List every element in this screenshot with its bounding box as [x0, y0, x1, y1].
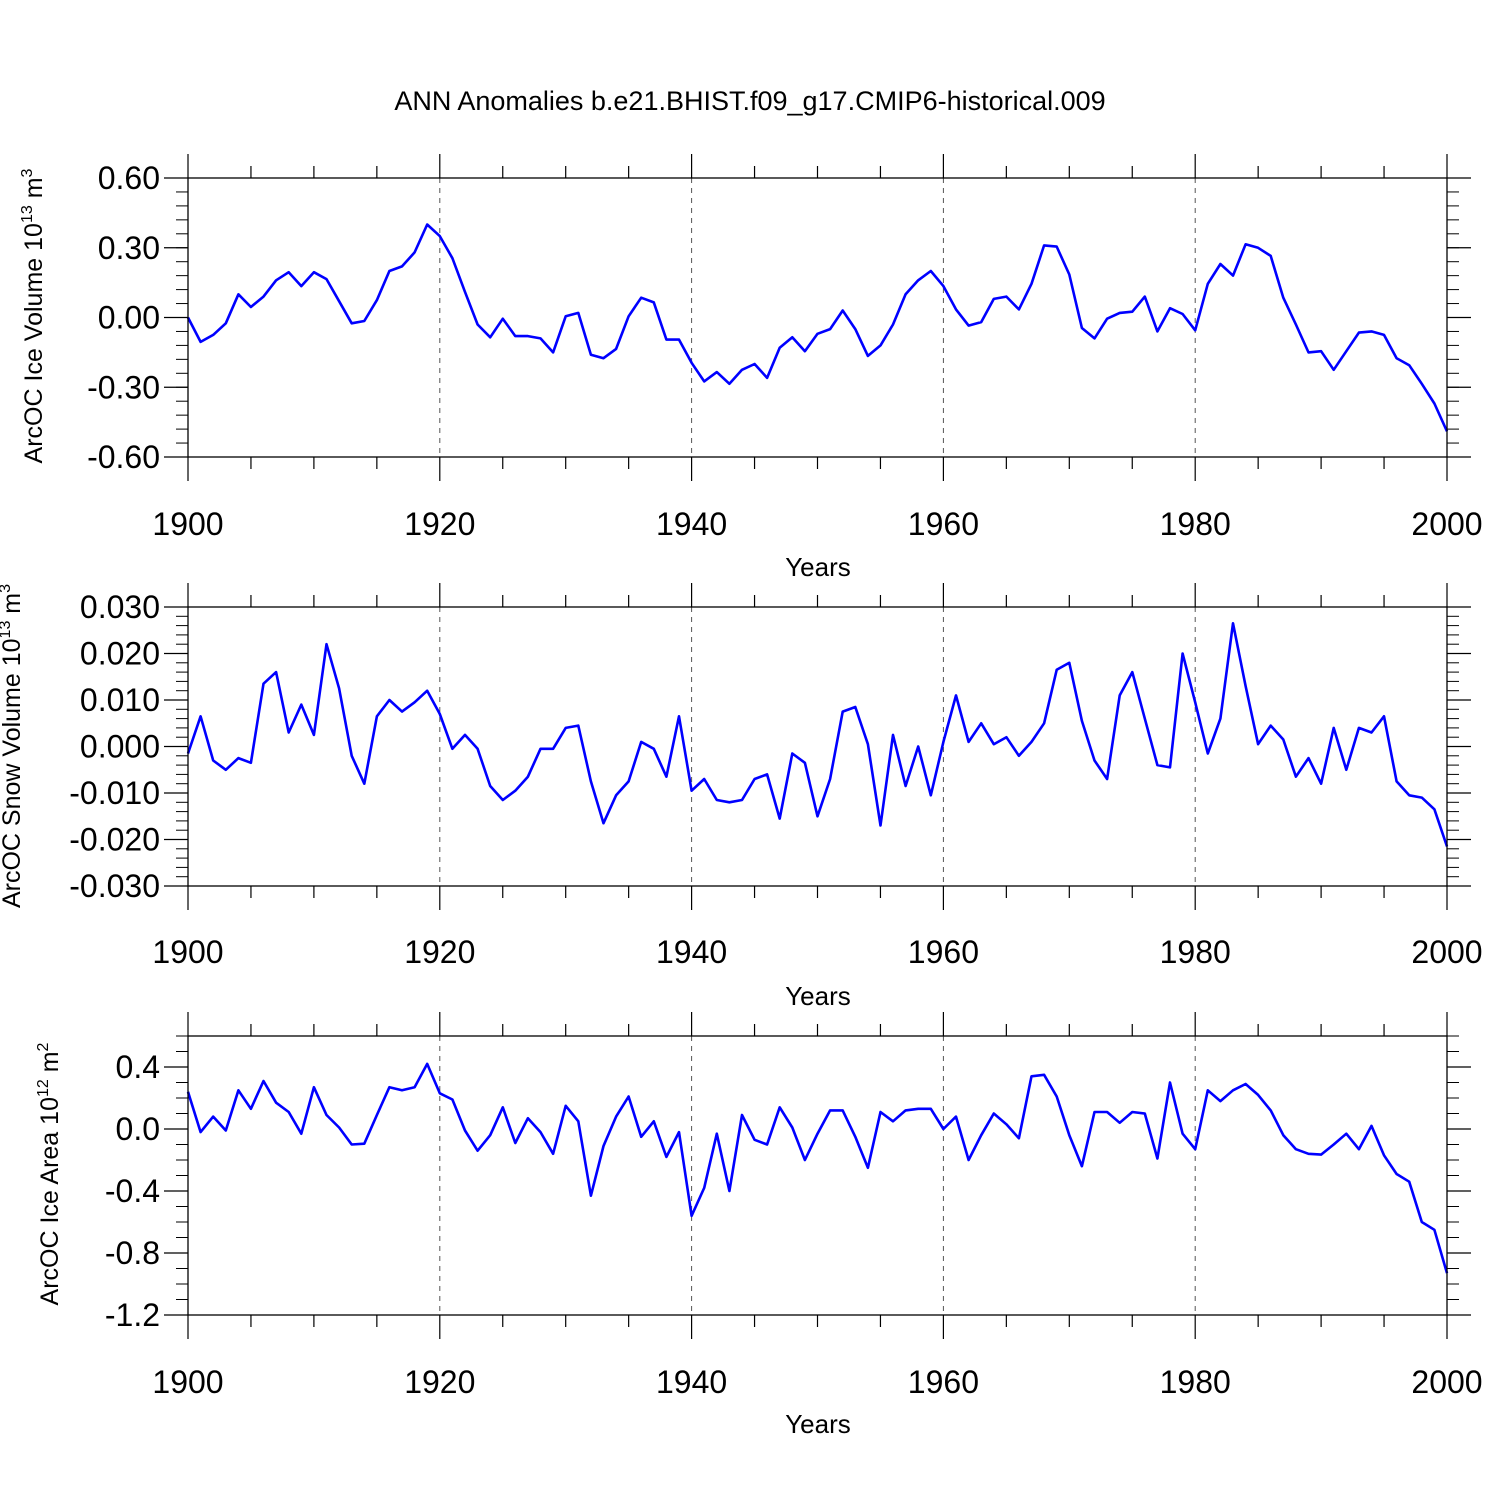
ice-volume-y-tick-label: 0.00 — [98, 300, 160, 336]
ice-area-y-tick-label: -1.2 — [105, 1297, 160, 1333]
snow-volume-grid — [439, 607, 1196, 886]
ice-volume-y-tick-label: -0.30 — [87, 369, 160, 405]
ice-area-x-axis-title: Years — [785, 1409, 851, 1439]
snow-volume-x-tick-label: 1920 — [404, 934, 475, 970]
snow-volume-y-axis-title: ArcOC Snow Volume 1013 m3 — [0, 584, 26, 908]
ice-volume-plot-frame — [187, 177, 1448, 458]
ice-volume-x-tick-label: 1960 — [908, 506, 979, 542]
snow-volume-x-tick-label: 1960 — [908, 934, 979, 970]
snow-volume-y-tick-label: -0.010 — [69, 775, 160, 811]
snow-volume-ticks — [164, 583, 1471, 910]
figure-title: ANN Anomalies b.e21.BHIST.f09_g17.CMIP6-… — [394, 86, 1105, 116]
ice-area-x-tick-label: 1980 — [1160, 1364, 1231, 1400]
snow-volume-x-tick-label: 2000 — [1411, 934, 1482, 970]
ice-volume-x-tick-label: 2000 — [1411, 506, 1482, 542]
ice-area-x-tick-label: 1920 — [404, 1364, 475, 1400]
snow-volume-plot-frame — [187, 606, 1448, 887]
ice-area-panel: 1900 1920 1940 1960 1980 2000 -1.2 -0.8 -0.4 0.0 0… — [35, 1012, 1483, 1439]
ice-volume-panel: 1900 1920 1940 1960 1980 2000 -0.60 -0.30 0.00 0.… — [19, 154, 1483, 582]
ice-area-y-tick-label: -0.4 — [105, 1173, 160, 1209]
ice-area-x-tick-label: 1940 — [656, 1364, 727, 1400]
snow-volume-tick-labels: 1900 1920 1940 1960 1980 2000 -0.030 -0.020 -0.0… — [69, 589, 1482, 970]
ice-area-y-tick-label: 0.4 — [116, 1049, 160, 1085]
ice-area-y-axis-title: ArcOC Ice Area 1012 m2 — [35, 1042, 64, 1305]
ice-area-x-tick-label: 1900 — [152, 1364, 223, 1400]
ice-volume-ticks — [164, 154, 1471, 481]
snow-volume-x-tick-label: 1900 — [152, 934, 223, 970]
ice-volume-x-tick-label: 1900 — [152, 506, 223, 542]
snow-volume-y-tick-label: 0.020 — [80, 636, 160, 672]
ice-area-plot-frame — [187, 1035, 1448, 1316]
ice-volume-series-line — [186, 223, 1449, 432]
ice-volume-x-axis-title: Years — [785, 552, 851, 582]
ice-area-x-tick-label: 2000 — [1411, 1364, 1482, 1400]
snow-volume-y-tick-label: 0.010 — [80, 682, 160, 718]
snow-volume-panel: 1900 1920 1940 1960 1980 2000 -0.030 -0.020 -0.0… — [0, 583, 1483, 1011]
snow-volume-series-line — [186, 621, 1449, 847]
snow-volume-x-axis-title: Years — [785, 981, 851, 1011]
ice-volume-x-tick-label: 1980 — [1160, 506, 1231, 542]
ice-volume-y-axis-title: ArcOC Ice Volume 1013 m3 — [19, 168, 48, 463]
snow-volume-y-tick-label: -0.020 — [69, 822, 160, 858]
ice-area-x-tick-label: 1960 — [908, 1364, 979, 1400]
snow-volume-y-tick-label: -0.030 — [69, 868, 160, 904]
ice-volume-y-tick-label: 0.30 — [98, 230, 160, 266]
snow-volume-y-tick-label: 0.000 — [80, 729, 160, 765]
ice-area-grid — [439, 1036, 1196, 1315]
snow-volume-x-tick-label: 1980 — [1160, 934, 1231, 970]
ice-volume-grid — [439, 178, 1196, 457]
ice-area-y-tick-label: -0.8 — [105, 1235, 160, 1271]
ice-area-series-line — [186, 1062, 1449, 1274]
ice-volume-tick-labels: 1900 1920 1940 1960 1980 2000 -0.60 -0.30 0.00 0.… — [87, 160, 1483, 542]
ice-area-y-tick-label: 0.0 — [116, 1111, 160, 1147]
snow-volume-x-tick-label: 1940 — [656, 934, 727, 970]
ice-volume-y-tick-label: -0.60 — [87, 439, 160, 475]
snow-volume-y-tick-label: 0.030 — [80, 589, 160, 625]
ice-volume-x-tick-label: 1940 — [656, 506, 727, 542]
ice-area-tick-labels: 1900 1920 1940 1960 1980 2000 -1.2 -0.8 -0.4 0.0 0… — [105, 1049, 1483, 1400]
ice-volume-x-tick-label: 1920 — [404, 506, 475, 542]
ice-area-ticks — [164, 1012, 1471, 1339]
ice-volume-y-tick-label: 0.60 — [98, 160, 160, 196]
